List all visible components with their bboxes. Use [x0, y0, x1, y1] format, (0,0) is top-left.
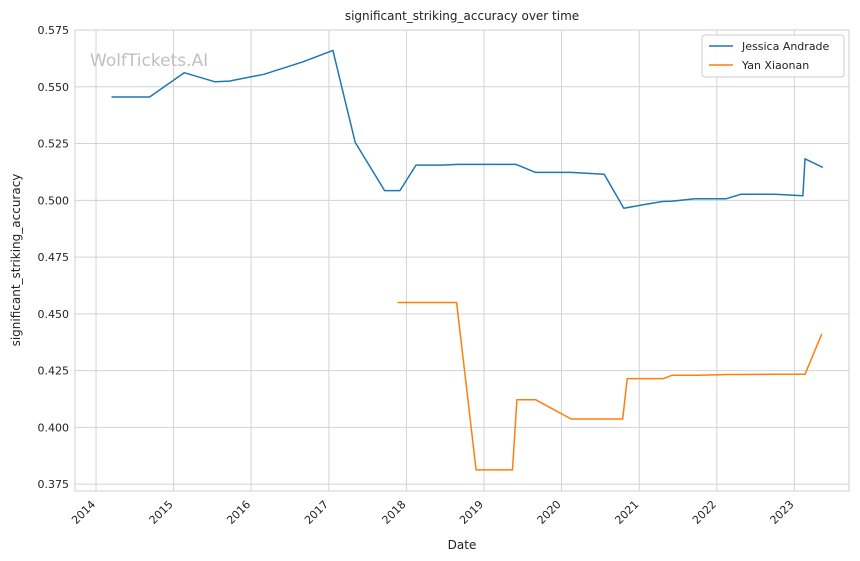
plot-frame	[74, 29, 850, 492]
legend-label-jessica-andrade: Jessica Andrade	[741, 40, 830, 53]
y-axis-label: significant_striking_accuracy	[9, 174, 23, 347]
y-tick-label: 0.550	[38, 81, 70, 94]
x-tick-label: 2018	[380, 498, 409, 527]
y-tick-label: 0.425	[38, 365, 70, 378]
x-tick-label: 2016	[224, 498, 253, 527]
series-line-jessica-andrade	[111, 49, 824, 210]
chart-title: significant_striking_accuracy over time	[345, 9, 579, 23]
legend-box	[701, 34, 845, 78]
legend: Jessica Andrade Yan Xiaonan	[701, 34, 845, 78]
y-tick-label: 0.450	[38, 308, 70, 321]
x-tick-label: 2019	[457, 498, 486, 527]
y-tick-label: 0.475	[38, 251, 70, 264]
x-tick-label: 2020	[535, 498, 564, 527]
grid	[75, 29, 849, 491]
y-tick-label: 0.375	[38, 478, 70, 491]
x-axis-ticks: 2014 2015 2016 2017 2018 2019 2020 2021 2022 2023	[69, 498, 796, 527]
x-tick-label: 2017	[302, 498, 331, 527]
series-lines	[111, 49, 824, 471]
y-axis-ticks: 0.375 0.400 0.425 0.450 0.475 0.500 0.525 0.550…	[38, 24, 70, 491]
y-tick-label: 0.575	[38, 24, 70, 37]
x-tick-label: 2021	[612, 498, 641, 527]
x-tick-label: 2014	[69, 498, 98, 527]
x-tick-label: 2022	[690, 498, 719, 527]
y-tick-label: 0.400	[38, 421, 70, 434]
x-axis-label: Date	[448, 538, 477, 552]
y-tick-label: 0.525	[38, 138, 70, 151]
y-tick-label: 0.500	[38, 194, 70, 207]
legend-label-yan-xiaonan: Yan Xiaonan	[741, 59, 809, 72]
x-tick-label: 2023	[768, 498, 797, 527]
series-line-yan-xiaonan	[397, 301, 823, 471]
watermark-text: WolfTickets.AI	[90, 51, 208, 71]
x-tick-label: 2015	[147, 498, 176, 527]
